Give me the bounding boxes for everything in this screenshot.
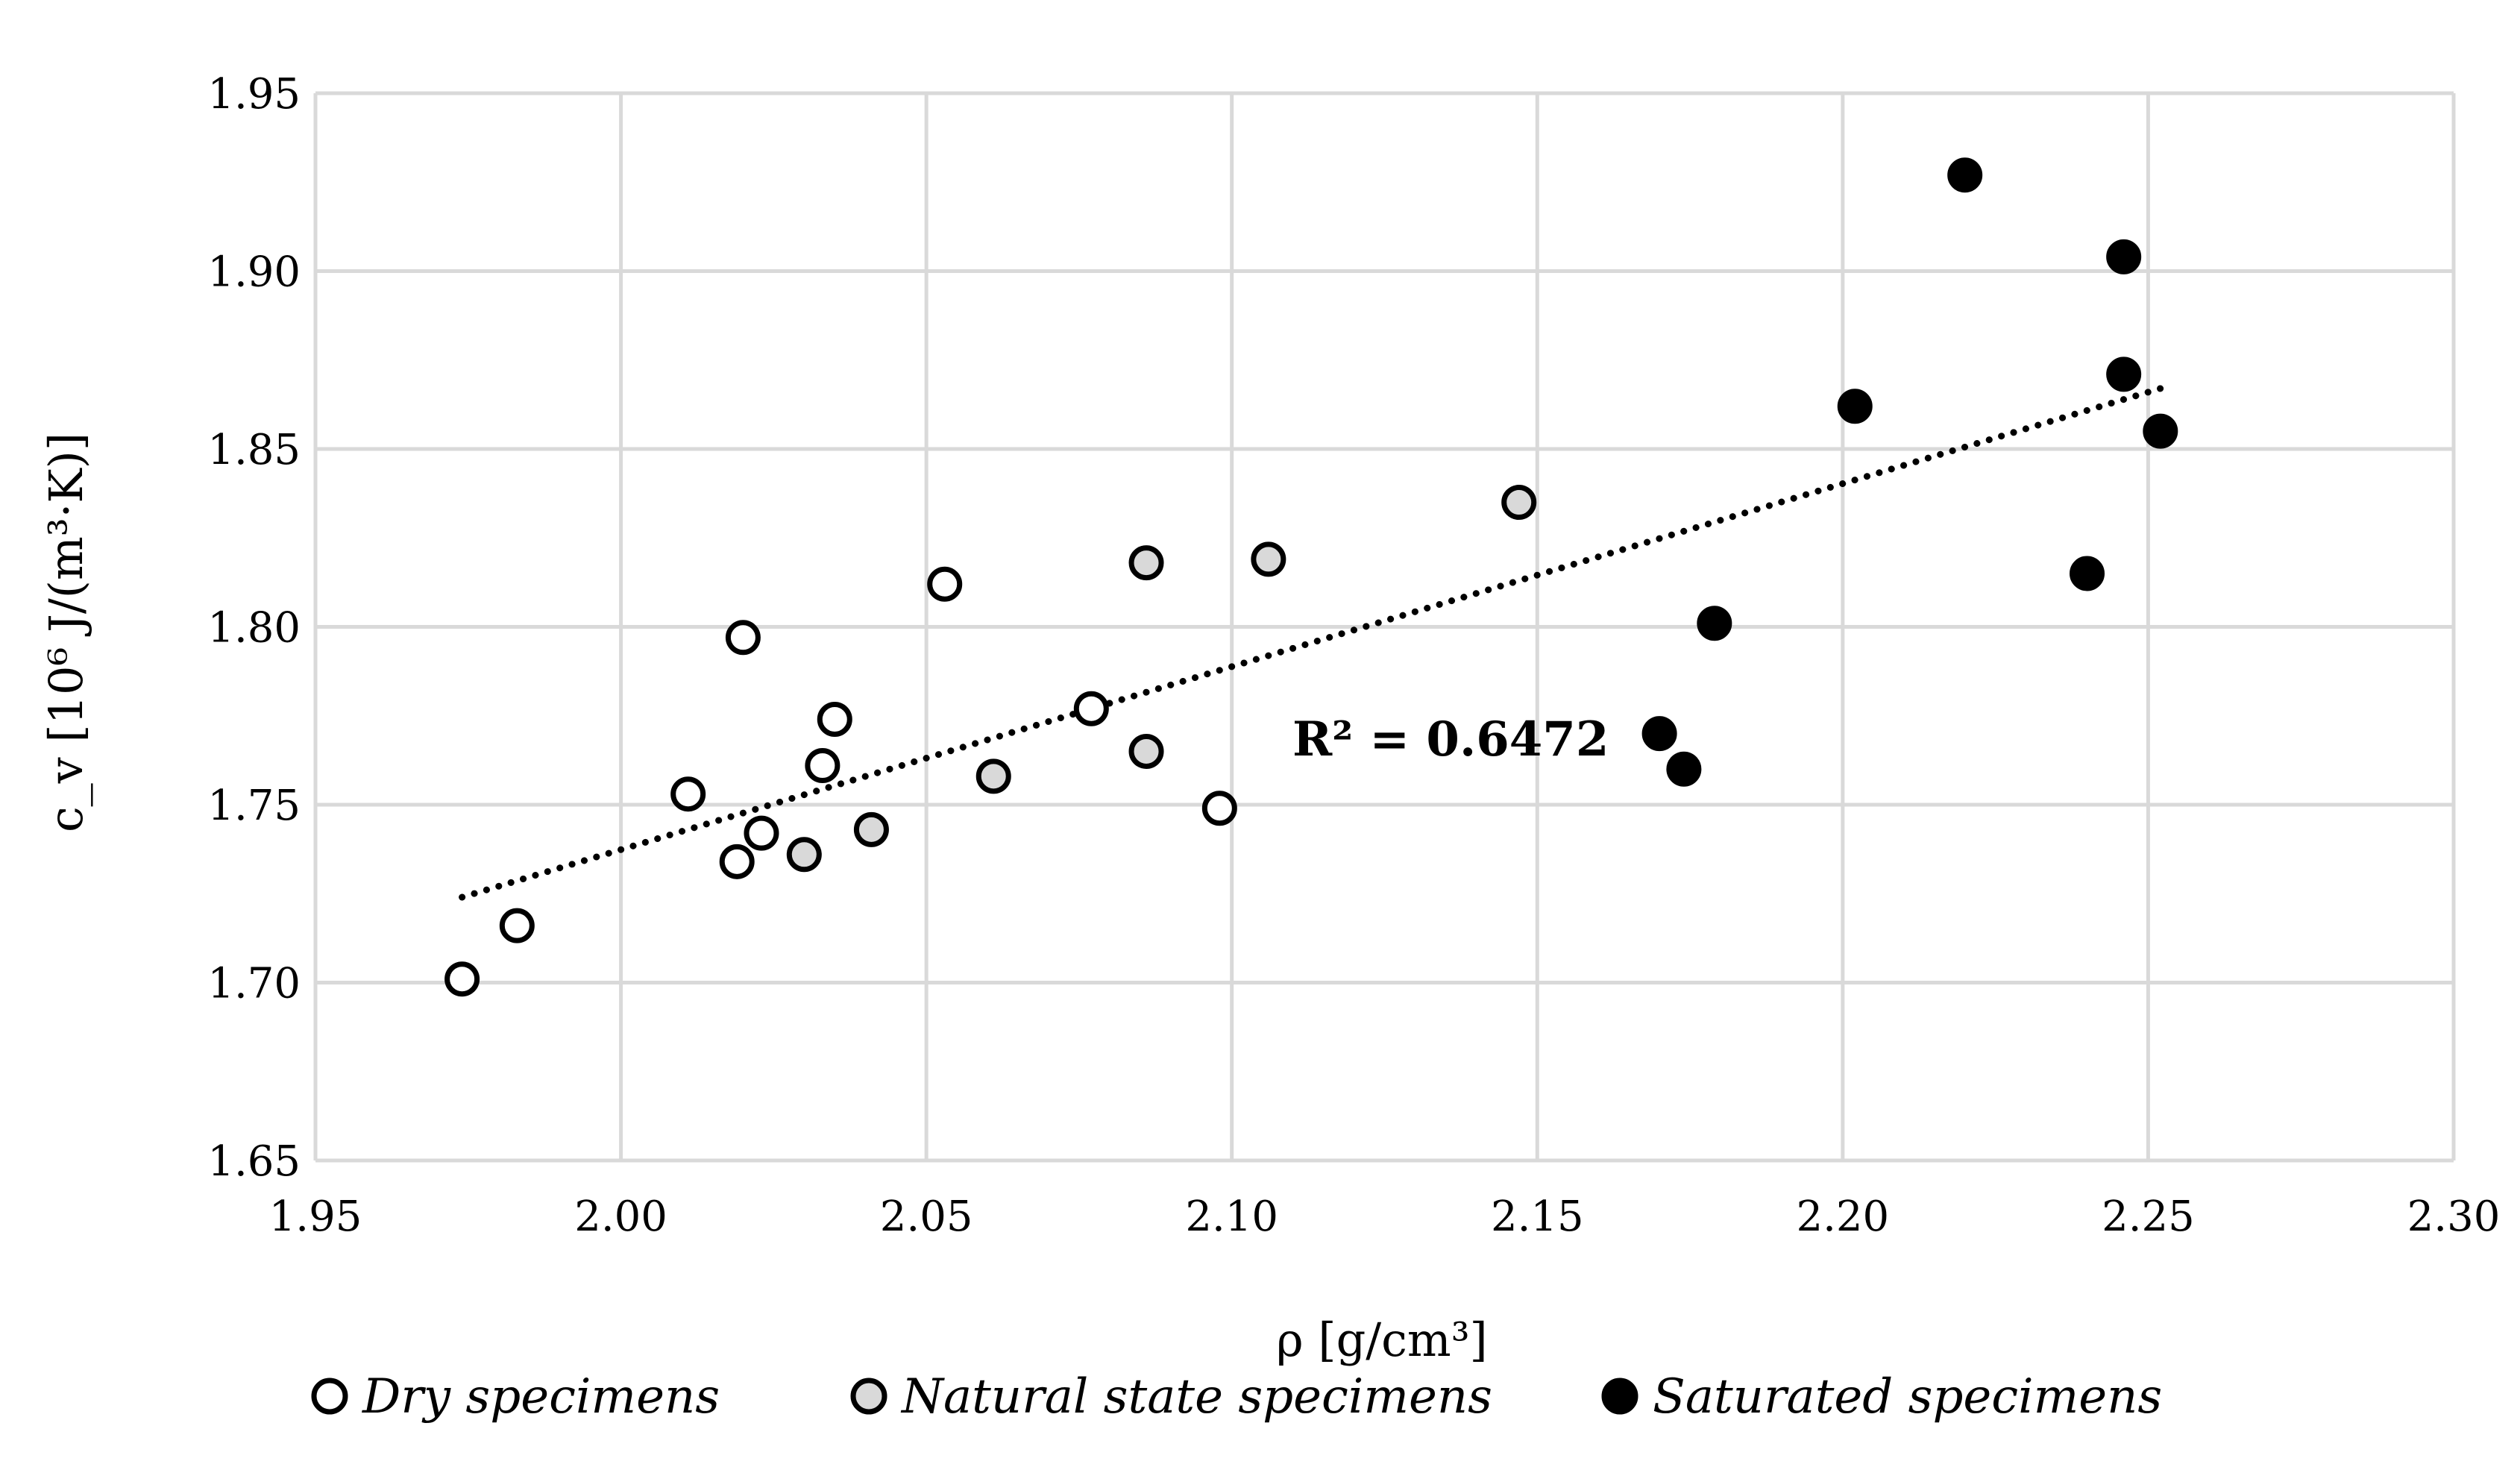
y-axis-title: c_v [10⁶ J/(m³·K)] xyxy=(39,433,93,832)
saturated-point xyxy=(2143,413,2178,449)
y-tick-label: 1.90 xyxy=(207,248,301,297)
x-tick-label: 2.05 xyxy=(880,1193,973,1241)
natural-point xyxy=(1128,733,1164,769)
saturated-point xyxy=(2106,239,2142,274)
x-tick-label: 2.25 xyxy=(2102,1193,2195,1241)
y-tick-label: 1.75 xyxy=(207,782,301,830)
y-tick-label: 1.80 xyxy=(207,604,301,653)
legend-label-dry: Dry specimens xyxy=(362,1369,720,1424)
legend: Dry specimens Natural state specimens Sa… xyxy=(311,1369,2162,1424)
grid xyxy=(313,91,2456,1163)
legend-label-saturated: Saturated specimens xyxy=(1653,1369,2162,1424)
y-tick-label: 1.95 xyxy=(207,70,301,119)
dry-point xyxy=(1073,691,1109,726)
dry-point xyxy=(719,844,755,879)
dry-point xyxy=(744,815,779,851)
natural-point xyxy=(975,758,1011,794)
dry-point xyxy=(817,702,852,738)
dry-point xyxy=(725,620,761,656)
tick-labels: 1.65 1.70 1.75 1.80 1.85 1.90 1.95 1.95 2.00 2.05… xyxy=(207,70,2500,1241)
saturated-point xyxy=(1837,389,1873,424)
natural-point xyxy=(1128,545,1164,581)
dry-point xyxy=(499,908,535,943)
saturated-point xyxy=(2106,356,2142,392)
saturated-point xyxy=(1947,157,1983,193)
legend-label-natural: Natural state specimens xyxy=(900,1369,1492,1424)
dry-point xyxy=(444,961,480,997)
legend-marker-dry xyxy=(311,1378,348,1415)
y-tick-label: 1.70 xyxy=(207,960,301,1008)
natural-point xyxy=(1501,485,1537,521)
natural-point xyxy=(1251,541,1286,577)
natural-point xyxy=(853,811,889,847)
r-squared-label: R² = 0.6472 xyxy=(1292,711,1609,767)
legend-marker-saturated xyxy=(1601,1378,1638,1415)
saturated-point xyxy=(2070,556,2105,591)
dry-point xyxy=(670,776,706,812)
saturated-point xyxy=(1697,606,1732,641)
x-tick-label: 2.30 xyxy=(2407,1193,2501,1241)
trendline-group xyxy=(459,385,2164,901)
y-tick-label: 1.85 xyxy=(207,426,301,474)
x-tick-label: 1.95 xyxy=(269,1193,362,1241)
legend-marker-natural xyxy=(850,1378,887,1415)
x-tick-label: 2.10 xyxy=(1185,1193,1278,1241)
dry-point xyxy=(805,748,840,784)
data-points xyxy=(444,157,2178,997)
natural-point xyxy=(786,837,822,873)
x-axis-title: ρ [g/cm³] xyxy=(1276,1313,1487,1367)
dry-point xyxy=(927,566,963,602)
dry-point xyxy=(1201,791,1237,826)
saturated-point xyxy=(1666,751,1702,787)
y-tick-label: 1.65 xyxy=(207,1137,301,1186)
x-tick-label: 2.15 xyxy=(1491,1193,1584,1241)
saturated-point xyxy=(1641,716,1677,752)
trendline xyxy=(459,385,2164,901)
x-tick-label: 2.00 xyxy=(574,1193,667,1241)
x-tick-label: 2.20 xyxy=(1797,1193,1890,1241)
